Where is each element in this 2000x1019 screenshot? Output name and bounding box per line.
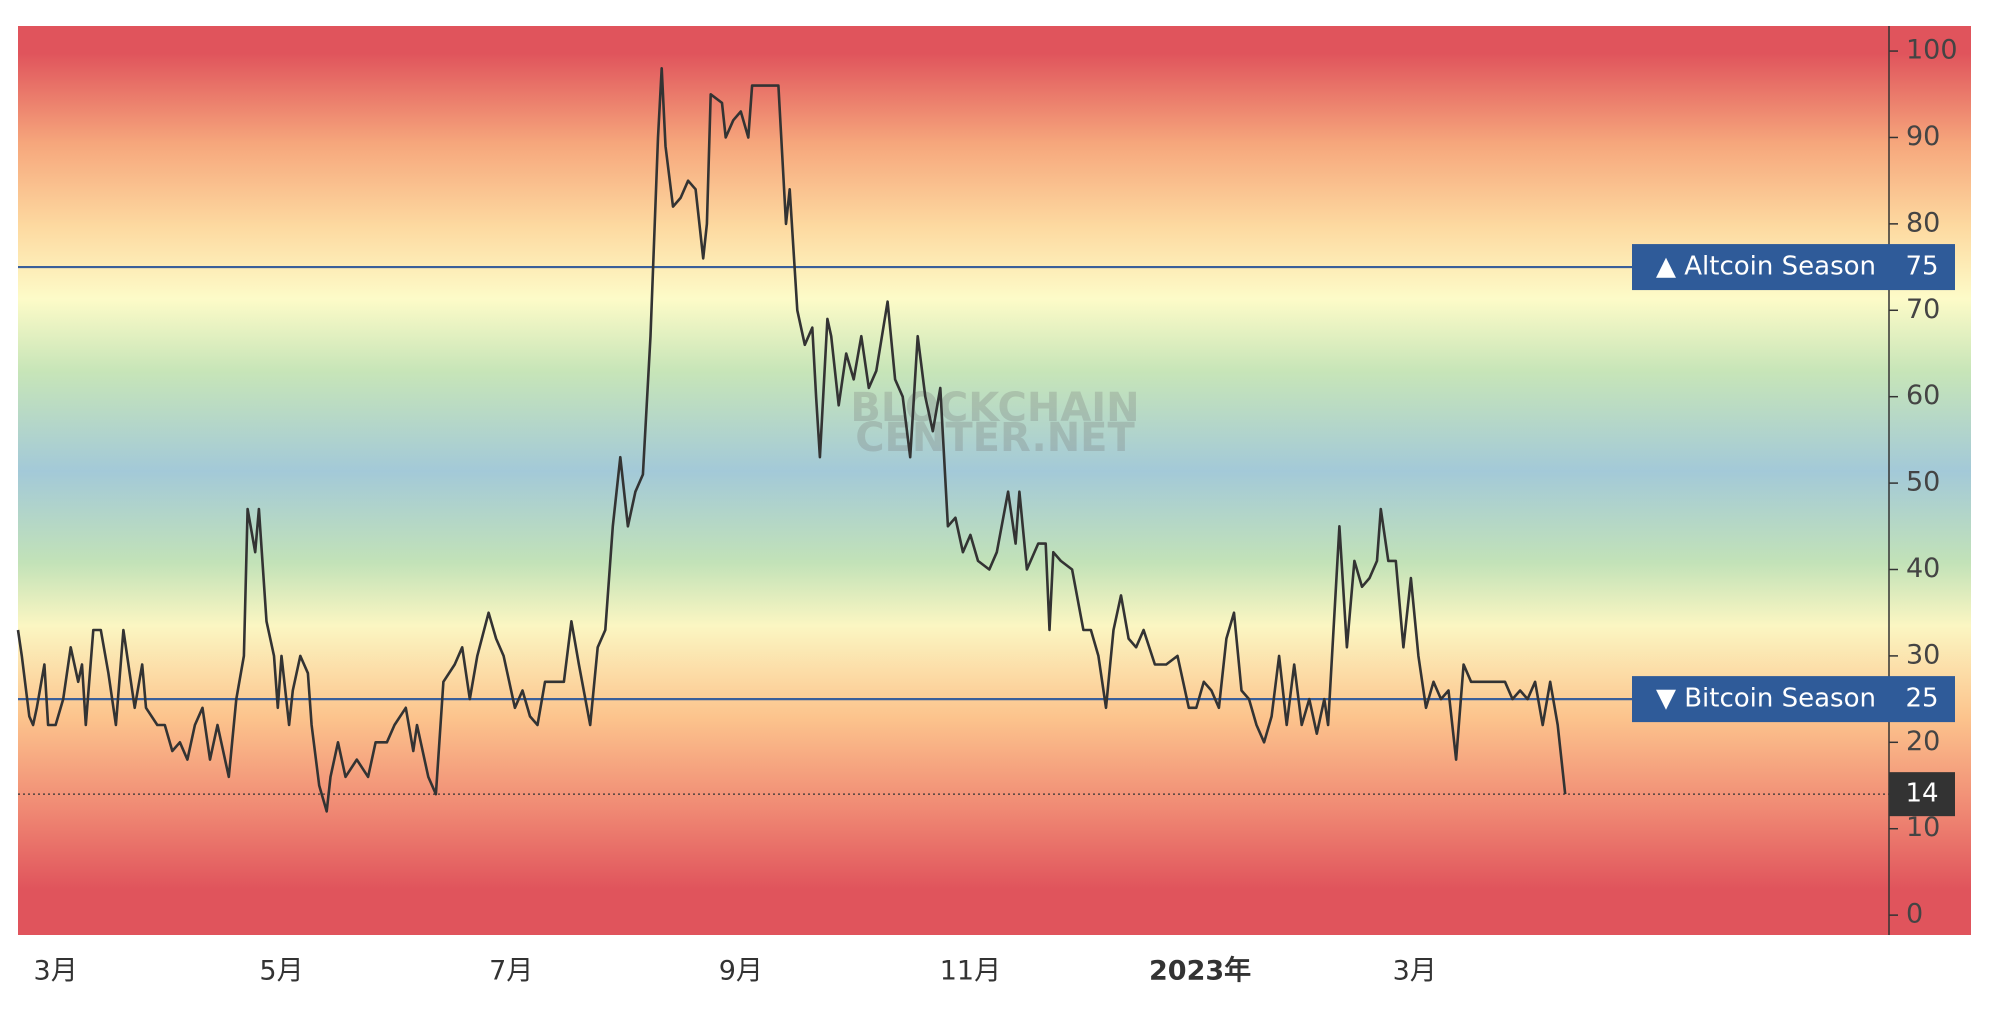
- last-value-box: [1889, 772, 1955, 817]
- y-tick-label: 80: [1906, 207, 1940, 238]
- y-tick-label: 90: [1906, 121, 1940, 152]
- annotation-value-box: [1889, 676, 1955, 723]
- y-tick-label: 0: [1906, 899, 1923, 930]
- annotation-label: ▲ Altcoin Season: [1656, 252, 1876, 282]
- annotation-value: 25: [1905, 684, 1938, 714]
- watermark: BLOCKCHAIN: [850, 385, 1139, 431]
- y-tick-label: 60: [1906, 380, 1940, 411]
- y-tick-label: 70: [1906, 294, 1940, 325]
- annotation-box: [1632, 676, 1889, 723]
- series-line: [16, 67, 1567, 813]
- annotation-box: [1632, 244, 1889, 291]
- x-tick-label: 9月: [719, 956, 763, 987]
- y-tick-label: 40: [1906, 553, 1940, 584]
- x-tick-label: 3月: [34, 956, 78, 987]
- x-tick-label: 3月: [1393, 956, 1437, 987]
- x-tick-label: 2023年: [1149, 955, 1251, 987]
- y-tick-label: 10: [1906, 812, 1940, 843]
- y-tick-label: 30: [1906, 639, 1940, 670]
- annotation-label: ▼ Bitcoin Season: [1656, 684, 1876, 714]
- watermark: CENTER.NET: [855, 415, 1135, 461]
- x-tick-label: 11月: [940, 956, 1001, 987]
- last-value-label: 14: [1905, 779, 1938, 809]
- y-tick-label: 50: [1906, 467, 1940, 498]
- x-tick-label: 7月: [489, 956, 533, 987]
- annotation-value-box: [1889, 244, 1955, 291]
- annotation-value: 75: [1905, 252, 1938, 282]
- y-tick-label: 20: [1906, 726, 1940, 757]
- y-tick-label: 100: [1906, 35, 1958, 66]
- plot-background: [18, 26, 1971, 935]
- x-tick-label: 5月: [259, 956, 303, 987]
